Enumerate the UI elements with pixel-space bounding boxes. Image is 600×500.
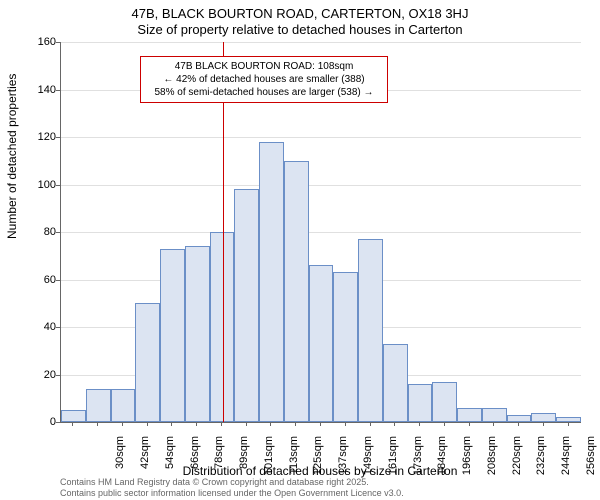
chart-title-line1: 47B, BLACK BOURTON ROAD, CARTERTON, OX18… bbox=[0, 6, 600, 21]
annotation-line-2: ← 42% of detached houses are smaller (38… bbox=[147, 73, 381, 86]
histogram-bar bbox=[86, 389, 111, 422]
y-tick-mark bbox=[56, 232, 60, 233]
x-tick-mark bbox=[543, 422, 544, 426]
x-tick-mark bbox=[518, 422, 519, 426]
y-tick-label: 140 bbox=[16, 84, 56, 96]
y-tick-label: 160 bbox=[16, 36, 56, 48]
x-tick-label: 244sqm bbox=[560, 436, 572, 486]
y-tick-label: 80 bbox=[16, 226, 56, 238]
x-tick-label: 256sqm bbox=[585, 436, 597, 486]
histogram-bar bbox=[408, 384, 433, 422]
grid-line bbox=[61, 232, 581, 233]
x-tick-mark bbox=[147, 422, 148, 426]
y-tick-label: 40 bbox=[16, 321, 56, 333]
histogram-bar bbox=[507, 415, 532, 422]
y-tick-mark bbox=[56, 422, 60, 423]
x-tick-mark bbox=[394, 422, 395, 426]
x-tick-mark bbox=[370, 422, 371, 426]
histogram-bar bbox=[135, 303, 160, 422]
x-tick-mark bbox=[345, 422, 346, 426]
x-tick-label: 208sqm bbox=[486, 436, 498, 486]
y-tick-mark bbox=[56, 375, 60, 376]
x-tick-mark bbox=[469, 422, 470, 426]
footer-attribution: Contains HM Land Registry data © Crown c… bbox=[60, 477, 404, 498]
x-tick-mark bbox=[568, 422, 569, 426]
chart-title-line2: Size of property relative to detached ho… bbox=[0, 22, 600, 37]
histogram-bar bbox=[457, 408, 482, 422]
y-tick-mark bbox=[56, 185, 60, 186]
grid-line bbox=[61, 137, 581, 138]
x-tick-mark bbox=[196, 422, 197, 426]
histogram-bar bbox=[333, 272, 358, 422]
x-tick-label: 232sqm bbox=[535, 436, 547, 486]
y-tick-label: 0 bbox=[16, 416, 56, 428]
histogram-bar bbox=[432, 382, 457, 422]
x-tick-mark bbox=[295, 422, 296, 426]
x-tick-mark bbox=[122, 422, 123, 426]
x-tick-label: 196sqm bbox=[461, 436, 473, 486]
x-tick-mark bbox=[419, 422, 420, 426]
y-tick-mark bbox=[56, 280, 60, 281]
y-tick-mark bbox=[56, 137, 60, 138]
histogram-bar bbox=[160, 249, 185, 422]
y-axis-label: Number of detached properties bbox=[5, 74, 19, 239]
histogram-bar bbox=[556, 417, 581, 422]
y-tick-label: 60 bbox=[16, 274, 56, 286]
annotation-line-3: 58% of semi-detached houses are larger (… bbox=[147, 86, 381, 99]
x-tick-label: 173sqm bbox=[412, 436, 424, 486]
grid-line bbox=[61, 185, 581, 186]
x-tick-mark bbox=[320, 422, 321, 426]
footer-line-1: Contains HM Land Registry data © Crown c… bbox=[60, 477, 404, 487]
histogram-bar bbox=[234, 189, 259, 422]
y-tick-mark bbox=[56, 42, 60, 43]
y-tick-mark bbox=[56, 327, 60, 328]
y-tick-label: 100 bbox=[16, 179, 56, 191]
x-tick-label: 220sqm bbox=[511, 436, 523, 486]
y-tick-mark bbox=[56, 90, 60, 91]
histogram-bar bbox=[185, 246, 210, 422]
histogram-bar bbox=[531, 413, 556, 423]
histogram-bar bbox=[111, 389, 136, 422]
histogram-bar bbox=[482, 408, 507, 422]
footer-line-2: Contains public sector information licen… bbox=[60, 488, 404, 498]
annotation-box: 47B BLACK BOURTON ROAD: 108sqm ← 42% of … bbox=[140, 56, 388, 103]
histogram-bar bbox=[259, 142, 284, 422]
x-tick-mark bbox=[72, 422, 73, 426]
histogram-bar bbox=[210, 232, 235, 422]
histogram-bar bbox=[61, 410, 86, 422]
x-tick-mark bbox=[246, 422, 247, 426]
histogram-chart: 47B, BLACK BOURTON ROAD, CARTERTON, OX18… bbox=[0, 0, 600, 500]
y-tick-label: 120 bbox=[16, 131, 56, 143]
x-tick-label: 184sqm bbox=[436, 436, 448, 486]
x-tick-mark bbox=[171, 422, 172, 426]
x-tick-mark bbox=[97, 422, 98, 426]
grid-line bbox=[61, 42, 581, 43]
histogram-bar bbox=[284, 161, 309, 422]
x-tick-mark bbox=[270, 422, 271, 426]
annotation-line-1: 47B BLACK BOURTON ROAD: 108sqm bbox=[147, 60, 381, 73]
x-axis-label: Distribution of detached houses by size … bbox=[60, 464, 580, 478]
x-tick-mark bbox=[444, 422, 445, 426]
y-tick-label: 20 bbox=[16, 369, 56, 381]
histogram-bar bbox=[358, 239, 383, 422]
histogram-bar bbox=[383, 344, 408, 422]
x-tick-mark bbox=[221, 422, 222, 426]
histogram-bar bbox=[309, 265, 334, 422]
x-tick-mark bbox=[493, 422, 494, 426]
